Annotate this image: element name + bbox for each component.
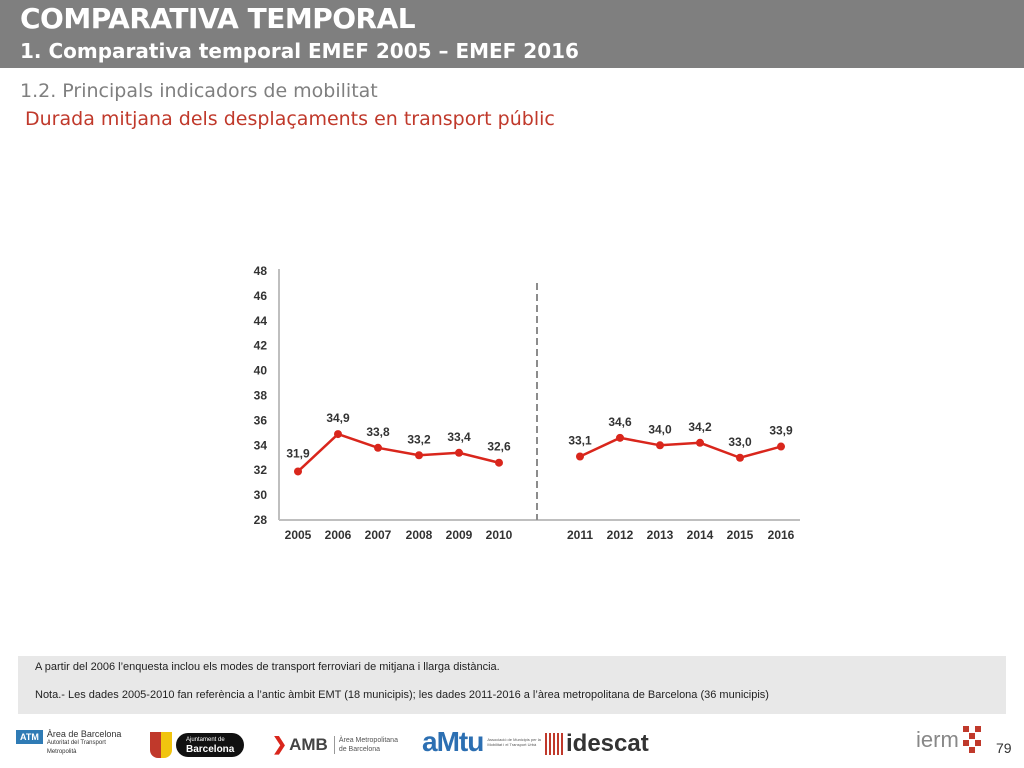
- amb-name: AMB: [289, 734, 328, 754]
- x-tick-label: 2008: [406, 528, 433, 542]
- section-heading: 1.2. Principals indicadors de mobilitat: [20, 80, 378, 102]
- note-text: A partir del 2006 l’enquesta inclou els …: [35, 661, 500, 673]
- series-line: [579, 436, 782, 460]
- idescat-logo: idescat: [545, 730, 649, 758]
- x-tick-label: 2013: [647, 528, 674, 542]
- ajuntament-shield-icon: [150, 732, 172, 758]
- amb-line1: Àrea Metropolitana: [338, 736, 398, 744]
- data-label: 31,9: [286, 446, 310, 460]
- y-tick-label: 30: [254, 488, 268, 502]
- idescat-name: idescat: [566, 730, 649, 757]
- y-tick-label: 28: [254, 513, 268, 527]
- data-label: 33,1: [568, 434, 592, 448]
- x-tick-label: 2012: [607, 528, 634, 542]
- atm-line3: Metropolità: [46, 749, 77, 755]
- data-point: [616, 433, 624, 442]
- data-point: [495, 458, 503, 467]
- y-tick-label: 48: [254, 264, 268, 278]
- data-point: [455, 448, 463, 457]
- data-point: [656, 441, 664, 450]
- y-tick-label: 36: [254, 413, 268, 427]
- page-subtitle: 1. Comparativa temporal EMEF 2005 – EMEF…: [20, 39, 579, 63]
- x-tick-label: 2006: [325, 528, 352, 542]
- x-tick-label: 2009: [446, 528, 473, 542]
- data-label: 34,2: [688, 420, 712, 434]
- data-label: 33,8: [366, 425, 390, 439]
- atm-line2: Autoritat del Transport: [46, 740, 106, 746]
- data-point: [777, 442, 785, 451]
- atm-logo: ATM Àrea de Barcelona Autoritat del Tran…: [16, 730, 121, 757]
- data-point: [736, 453, 744, 462]
- data-point: [334, 430, 342, 439]
- y-tick-label: 34: [254, 438, 268, 452]
- header-bar: COMPARATIVA TEMPORAL 1. Comparativa temp…: [0, 0, 1024, 68]
- data-label: 34,0: [648, 422, 672, 436]
- iermb-logo: ierm: [916, 724, 987, 756]
- data-point: [415, 451, 423, 460]
- ajuntament-logo: Ajuntament de Barcelona: [150, 732, 245, 758]
- data-point: [374, 443, 382, 452]
- page-title: COMPARATIVA TEMPORAL: [20, 2, 416, 35]
- note-text: Nota.- Les dades 2005-2010 fan referènci…: [35, 689, 769, 701]
- data-label: 34,9: [326, 411, 350, 425]
- data-label: 33,0: [728, 435, 752, 449]
- x-tick-label: 2014: [687, 528, 714, 542]
- y-tick-label: 32: [254, 463, 268, 477]
- atm-line1: Àrea de Barcelona: [46, 729, 122, 739]
- data-label: 33,4: [447, 430, 471, 444]
- notes-box: A partir del 2006 l’enquesta inclou els …: [18, 656, 1006, 714]
- ajuntament-line1: Ajuntament de: [186, 737, 225, 743]
- y-tick-label: 42: [254, 339, 268, 353]
- data-label: 32,6: [487, 440, 511, 454]
- idescat-stripes-icon: [545, 733, 563, 755]
- data-point: [294, 467, 302, 476]
- iermb-name: ierm: [916, 727, 959, 752]
- ajuntament-line2: Barcelona: [186, 744, 235, 755]
- x-tick-label: 2007: [365, 528, 392, 542]
- data-label: 33,9: [769, 424, 793, 438]
- y-tick-label: 38: [254, 389, 268, 403]
- y-tick-label: 46: [254, 289, 268, 303]
- data-point: [576, 452, 584, 461]
- iermb-mark-icon: [962, 726, 981, 753]
- amb-chevron-icon: ❯: [272, 734, 288, 754]
- atm-badge: ATM: [16, 730, 43, 744]
- amtu-logo: aMtu Associació de Municipis per la Mobi…: [422, 726, 547, 758]
- x-tick-label: 2011: [567, 528, 593, 542]
- y-tick-label: 44: [254, 314, 268, 328]
- series-line: [297, 432, 500, 473]
- amtu-name: aMtu: [422, 726, 484, 757]
- chart-title: Durada mitjana dels desplaçaments en tra…: [25, 108, 555, 130]
- footer-logos: ATM Àrea de Barcelona Autoritat del Tran…: [0, 718, 1024, 768]
- data-point: [696, 438, 704, 447]
- x-tick-label: 2005: [285, 528, 312, 542]
- amtu-sub: Associació de Municipis per la Mobilitat…: [487, 737, 541, 747]
- amb-line2: de Barcelona: [338, 745, 381, 753]
- data-label: 33,2: [407, 432, 431, 446]
- data-label: 34,6: [608, 415, 632, 429]
- x-tick-label: 2015: [727, 528, 754, 542]
- x-tick-label: 2010: [486, 528, 513, 542]
- page-number: 79: [996, 740, 1012, 756]
- y-tick-label: 40: [254, 364, 268, 378]
- x-tick-label: 2016: [768, 528, 795, 542]
- amb-logo: ❯ AMB Àrea Metropolitana de Barcelona: [272, 734, 398, 755]
